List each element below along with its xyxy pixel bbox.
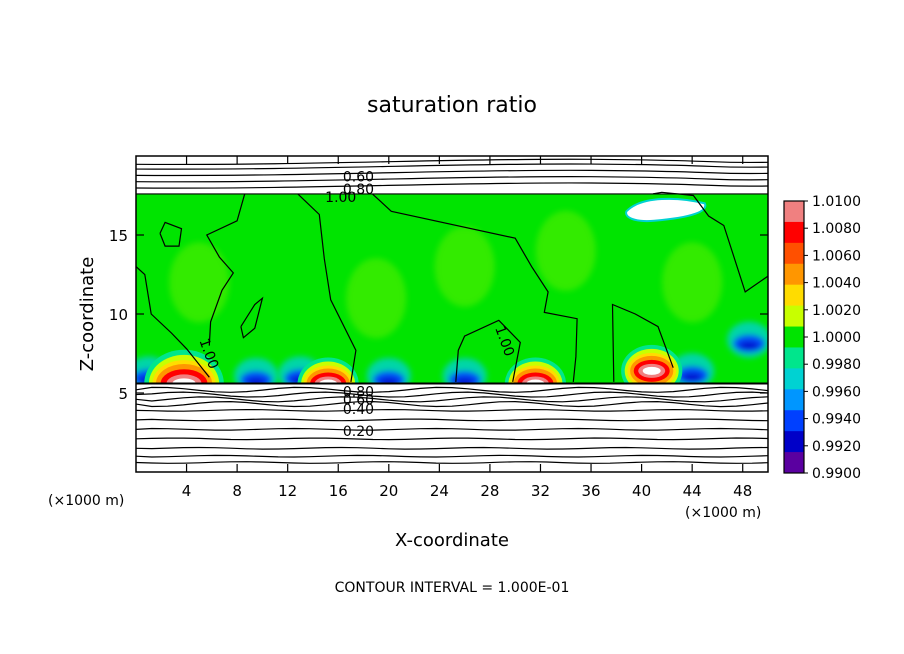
contour-line <box>136 400 768 408</box>
x-axis-label: X-coordinate <box>395 530 509 551</box>
field-patch <box>346 258 407 339</box>
contour-label: 0.80 <box>343 182 374 198</box>
cold-spot <box>727 321 768 358</box>
colorbar-tick-label: 0.9960 <box>812 384 861 400</box>
contour-line <box>136 418 768 422</box>
x-tick-label: 8 <box>232 482 242 500</box>
contour-line <box>136 454 768 458</box>
x-axis-ticks: 4 8 12 16 20 24 28 32 36 40 44 48 <box>182 156 752 500</box>
x-tick-label: 4 <box>182 482 192 500</box>
y-axis-ticks: 5 10 15 <box>109 227 768 403</box>
colorbar-swatch <box>784 263 804 286</box>
x-tick-label: 36 <box>581 482 600 500</box>
contour-line <box>136 391 768 398</box>
colorbar-swatch <box>784 452 804 474</box>
x-tick-label: 24 <box>430 482 449 500</box>
colorbar-swatch <box>784 305 804 328</box>
contour-line <box>611 303 674 382</box>
x-tick-label: 32 <box>531 482 550 500</box>
colorbar-tick-label: 0.9980 <box>812 357 861 373</box>
contour-label: 0.60 <box>343 170 374 186</box>
colorbar-swatch <box>784 347 804 369</box>
contour-line <box>136 446 768 450</box>
contour-line <box>136 266 210 378</box>
colorbar-tick-label: 1.0040 <box>812 276 861 292</box>
colorbar-tick-label: 1.0020 <box>812 303 861 319</box>
contour-line <box>159 221 183 247</box>
contour-interval-note: CONTOUR INTERVAL = 1.000E-01 <box>335 580 570 596</box>
contour-line <box>136 396 768 403</box>
x-tick-label: 44 <box>683 482 702 500</box>
colorbar-swatch <box>784 389 804 411</box>
x-tick-label: 12 <box>278 482 297 500</box>
colorbar-swatch <box>784 410 804 432</box>
contour-line <box>136 176 768 183</box>
y-tick-label: 15 <box>109 227 128 245</box>
field-patch <box>535 210 596 291</box>
x-tick-label: 40 <box>632 482 651 500</box>
x-tick-label: 20 <box>379 482 398 500</box>
cold-spot <box>670 353 715 390</box>
colorbar-tick-label: 0.9940 <box>812 412 861 428</box>
x-tick-label: 16 <box>329 482 348 500</box>
contour-label: 1.00 <box>325 190 356 206</box>
contour-line <box>371 193 578 382</box>
contour-line <box>136 182 768 189</box>
colorbar-swatch <box>784 368 804 390</box>
contour-line <box>240 296 264 339</box>
contour-lines <box>136 158 768 464</box>
colorbar-swatch <box>784 201 804 223</box>
field-patch <box>662 242 723 323</box>
contour-line <box>136 427 768 431</box>
saturation-field <box>136 156 768 472</box>
contour-label: 0.80 <box>343 384 374 400</box>
contour-line <box>297 193 357 382</box>
contour-line <box>136 169 768 177</box>
colorbar-tick-label: 1.0100 <box>812 194 861 210</box>
contour-line <box>136 158 768 166</box>
contour-line <box>455 319 521 383</box>
x-tick-label: 48 <box>733 482 752 500</box>
contour-line <box>136 386 768 393</box>
contour-line <box>136 437 768 441</box>
y-unit-label: (×1000 m) <box>48 493 124 509</box>
colorbar-swatch <box>784 326 804 348</box>
colorbar-tick-label: 1.0060 <box>812 248 861 264</box>
contour-line <box>136 163 768 170</box>
colorbar-swatch <box>784 221 804 244</box>
colorbar-tick-label: 0.9920 <box>812 439 861 455</box>
field-shading <box>169 210 723 339</box>
x-tick-label: 28 <box>480 482 499 500</box>
y-axis-label: Z-coordinate <box>77 257 98 372</box>
contour-line <box>136 461 768 464</box>
colorbar-tick-label: 1.0000 <box>812 330 861 346</box>
contour-line <box>205 193 246 346</box>
dry-patch <box>625 197 707 223</box>
x-unit-label: (×1000 m) <box>685 505 761 521</box>
colorbar-swatch <box>784 284 804 307</box>
chart-title: saturation ratio <box>367 93 537 118</box>
colorbar-swatch <box>784 431 804 453</box>
field-patch <box>434 226 495 307</box>
colorbar: 1.0100 1.0080 1.0060 1.0040 1.0020 1.0000 0.99… <box>783 194 861 482</box>
contour-line <box>652 191 768 293</box>
field-patch <box>169 242 230 323</box>
contour-line <box>136 408 768 412</box>
contour-label: 0.60 <box>343 392 374 408</box>
colorbar-swatch <box>784 242 804 265</box>
y-tick-label: 10 <box>109 306 128 324</box>
y-tick-label: 5 <box>118 385 128 403</box>
contour-label: 0.20 <box>343 424 374 440</box>
contour-label: 0.40 <box>343 402 374 418</box>
colorbar-tick-label: 0.9900 <box>812 466 861 482</box>
colorbar-tick-label: 1.0080 <box>812 221 861 237</box>
